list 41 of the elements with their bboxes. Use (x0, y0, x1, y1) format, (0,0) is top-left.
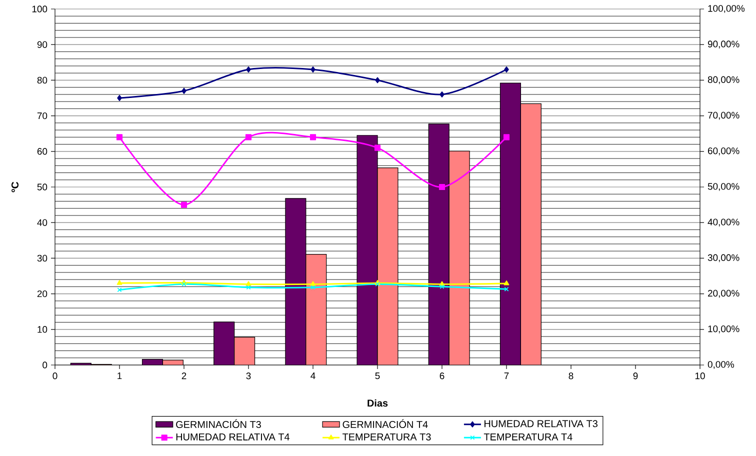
y2-tick-label: 70,00% (708, 112, 740, 120)
y-tick-label: 90 (37, 41, 48, 48)
y2-tick-label: 100,00% (708, 5, 745, 13)
legend-label: HUMEDAD RELATIVA T3 (484, 420, 598, 428)
y-tick-label: 0 (42, 362, 48, 368)
y-tick-label: 60 (37, 148, 48, 155)
y-tick-label: 80 (37, 76, 48, 84)
y-tick-label: 50 (37, 184, 48, 190)
y-tick-label: 40 (37, 219, 48, 226)
legend-label: HUMEDAD RELATIVA T4 (176, 433, 290, 440)
x-axis-title: Dias (368, 399, 388, 407)
y2-tick-label: 50,00% (708, 183, 740, 191)
x-tick-label: 4 (310, 372, 316, 380)
legend-label: GERMINACIÓN T4 (342, 419, 428, 428)
x-tick-label: 3 (246, 372, 251, 380)
y2-tick-label: 0,00% (708, 361, 734, 369)
y-tick-label: 30 (37, 254, 48, 262)
x-tick-label: 8 (568, 372, 574, 380)
x-tick-label: 7 (504, 372, 509, 380)
legend-label: TEMPERATURA T4 (484, 433, 572, 440)
y-axis-title: ºC (11, 182, 19, 192)
x-tick-label: 10 (695, 372, 705, 380)
y-tick-label: 100 (32, 6, 48, 12)
x-tick-label: 2 (182, 372, 186, 380)
x-tick-label: 5 (375, 372, 380, 380)
y2-tick-label: 80,00% (708, 76, 740, 84)
legend-label: GERMINACIÓN T3 (176, 419, 261, 428)
x-tick-label: 0 (52, 372, 58, 380)
y2-tick-label: 60,00% (708, 147, 740, 156)
x-tick-label: 1 (118, 372, 122, 380)
y2-tick-label: 10,00% (708, 325, 740, 334)
y2-tick-label: 40,00% (708, 218, 740, 227)
y2-tick-label: 90,00% (708, 40, 740, 49)
y-tick-label: 10 (38, 326, 48, 333)
x-tick-label: 6 (440, 372, 444, 380)
y-tick-label: 20 (37, 290, 48, 298)
legend-label: TEMPERATURA T3 (342, 433, 431, 440)
y2-tick-label: 30,00% (708, 254, 740, 262)
y-tick-label: 70 (37, 112, 48, 120)
x-tick-label: 9 (633, 372, 638, 380)
y2-tick-label: 20,00% (708, 290, 740, 298)
